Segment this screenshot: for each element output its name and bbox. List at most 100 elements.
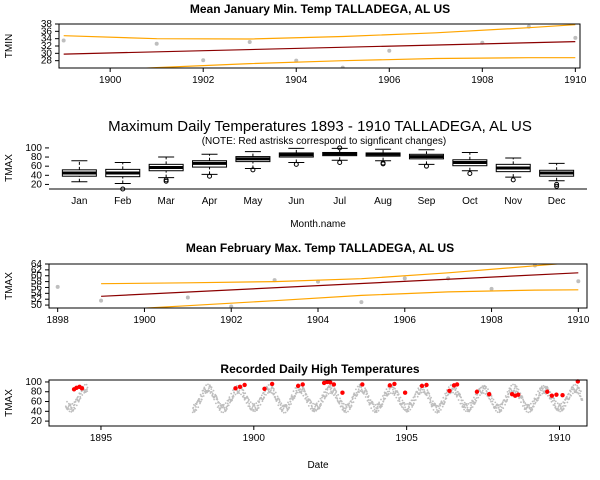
y-axis-label: TMAX (4, 154, 15, 182)
daily-point (290, 394, 293, 396)
daily-point (248, 398, 250, 401)
daily-point (430, 396, 432, 399)
daily-point (565, 395, 568, 398)
daily-point (476, 393, 479, 396)
daily-point (201, 395, 204, 398)
x-tick-label: Dec (548, 196, 566, 207)
daily-point (474, 398, 476, 401)
y-axis-label: TMIN (4, 34, 15, 58)
daily-point (251, 402, 254, 405)
daily-point (515, 390, 517, 393)
x-tick-label: 1910 (567, 315, 590, 326)
daily-point (580, 390, 582, 393)
daily-point (515, 385, 518, 388)
daily-point (427, 397, 430, 399)
daily-point (278, 399, 281, 401)
daily-point (381, 395, 384, 397)
daily-point (471, 406, 474, 408)
daily-point (510, 388, 512, 391)
daily-point (550, 400, 553, 403)
daily-point (441, 405, 444, 408)
daily-point (313, 410, 316, 413)
data-point (61, 38, 66, 43)
data-point (154, 41, 159, 46)
daily-point (342, 402, 345, 405)
daily-point (395, 396, 398, 399)
significant-point (269, 381, 275, 387)
daily-point (485, 390, 488, 393)
daily-point (569, 390, 572, 393)
daily-point (202, 389, 205, 392)
daily-point (74, 407, 76, 410)
daily-point (513, 387, 516, 390)
x-tick-label: Nov (504, 196, 522, 207)
y-tick-label: 40 (31, 406, 43, 417)
daily-point (463, 401, 466, 404)
daily-point (329, 392, 332, 394)
daily-point (480, 386, 483, 389)
daily-point (221, 406, 224, 409)
daily-point (398, 400, 401, 403)
daily-point (416, 395, 419, 398)
daily-point (505, 396, 508, 399)
daily-point (260, 394, 263, 397)
daily-point (219, 403, 222, 405)
daily-point (294, 395, 296, 398)
y-tick-label: 60 (31, 271, 43, 282)
daily-point (389, 392, 392, 394)
daily-point (266, 387, 269, 390)
data-point (573, 35, 578, 40)
y-tick-label: 54 (31, 288, 43, 299)
daily-point (414, 396, 416, 398)
daily-point (463, 408, 465, 411)
daily-point (383, 398, 385, 401)
daily-point (382, 397, 385, 399)
daily-point (354, 397, 357, 400)
x-axis-label: Date (307, 460, 329, 471)
x-tick-label: 1905 (396, 433, 419, 444)
daily-point (193, 410, 196, 412)
daily-point (388, 390, 391, 393)
daily-point (529, 410, 531, 413)
daily-point (75, 404, 78, 407)
daily-point (487, 388, 489, 391)
daily-point (411, 406, 413, 408)
daily-point (540, 385, 543, 388)
significant-point (328, 380, 333, 385)
daily-point (475, 399, 478, 402)
daily-point (527, 411, 530, 414)
daily-point (454, 388, 457, 391)
daily-point (222, 411, 225, 414)
significant-point (262, 386, 267, 392)
daily-point (396, 391, 399, 394)
daily-point (534, 401, 537, 404)
daily-point (577, 392, 580, 395)
daily-point (578, 387, 580, 389)
daily-point (431, 402, 434, 405)
x-tick-label: 1895 (90, 433, 113, 444)
daily-point (352, 395, 355, 398)
x-tick-label: Oct (462, 196, 478, 207)
daily-point (495, 409, 497, 412)
daily-point (85, 383, 88, 386)
y-tick-label: 80 (31, 387, 43, 398)
daily-point (200, 398, 203, 401)
daily-point (284, 411, 287, 414)
daily-point (292, 398, 294, 401)
daily-point (445, 394, 447, 397)
daily-point (392, 390, 395, 393)
daily-point (338, 402, 341, 405)
daily-point (231, 399, 234, 402)
daily-point (504, 403, 506, 406)
daily-point (193, 403, 195, 406)
daily-point (386, 390, 389, 393)
daily-point (318, 404, 321, 406)
daily-point (528, 405, 531, 407)
daily-point (521, 405, 524, 407)
daily-point (579, 395, 582, 398)
daily-point (413, 399, 416, 402)
daily-point (322, 400, 324, 403)
daily-point (216, 406, 219, 408)
daily-point (488, 397, 491, 400)
daily-point (278, 400, 281, 403)
